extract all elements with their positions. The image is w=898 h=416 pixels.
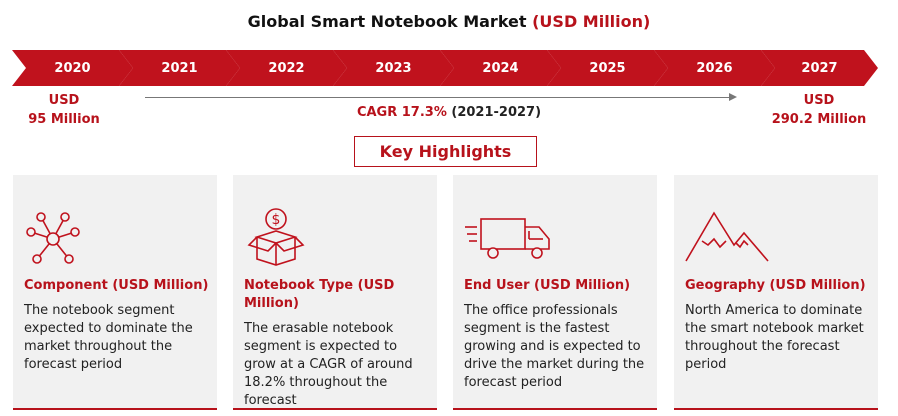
highlight-card-component: Component (USD Million) The notebook seg… [13,175,217,410]
card-text: The office professionals segment is the … [464,303,645,390]
cagr-value: CAGR 17.3% [356,105,447,120]
highlight-card-end-user: End User (USD Million) The office profes… [453,175,657,410]
title-main: Global Smart Notebook Market [247,12,527,31]
card-text: The erasable notebook segment is expecte… [244,321,413,408]
cagr-arrow-line [145,97,733,98]
card-title: End User (USD Million) [464,278,631,293]
cagr-arrow-head [729,93,737,101]
network-nodes-icon [26,212,80,264]
delivery-truck-icon [465,218,550,259]
timeline-year-2023: 2023 [333,50,454,86]
cagr-label: CAGR 17.3% (2021-2027) [0,105,898,120]
timeline-year-2022: 2022 [226,50,347,86]
dollar-box-icon: $ [247,208,305,266]
svg-text:$: $ [272,212,281,228]
start-value-unit: USD [48,93,80,108]
timeline-year-2025: 2025 [547,50,668,86]
timeline-year-2021: 2021 [119,50,240,86]
title-accent: (USD Million) [532,12,651,31]
cagr-period: (2021-2027) [451,105,542,120]
year-timeline: 2020 2021 2022 2023 2024 2025 2026 2027 [12,50,878,86]
timeline-year-2024: 2024 [440,50,561,86]
timeline-year-2020: 2020 [12,50,133,86]
end-value-unit: USD [803,93,835,108]
timeline-year-2026: 2026 [654,50,775,86]
card-title: Notebook Type (USD Million) [244,278,395,311]
highlight-card-geography: Geography (USD Million) North America to… [674,175,878,410]
page-title: Global Smart Notebook Market (USD Millio… [0,12,898,31]
start-value-amount: 95 Million [28,112,100,127]
timeline-year-2027: 2027 [761,50,878,86]
card-title: Component (USD Million) [24,278,209,293]
card-text: The notebook segment expected to dominat… [24,303,193,372]
card-text: North America to dominate the smart note… [685,303,864,372]
start-value: USD 95 Million [14,91,114,129]
mountain-icon [685,211,769,262]
end-value-amount: 290.2 Million [771,112,867,127]
end-value: USD 290.2 Million [759,91,879,129]
key-highlights-heading: Key Highlights [354,136,537,167]
card-title: Geography (USD Million) [685,278,866,293]
highlight-card-notebook-type: $ Notebook Type (USD Million) The erasab… [233,175,437,410]
